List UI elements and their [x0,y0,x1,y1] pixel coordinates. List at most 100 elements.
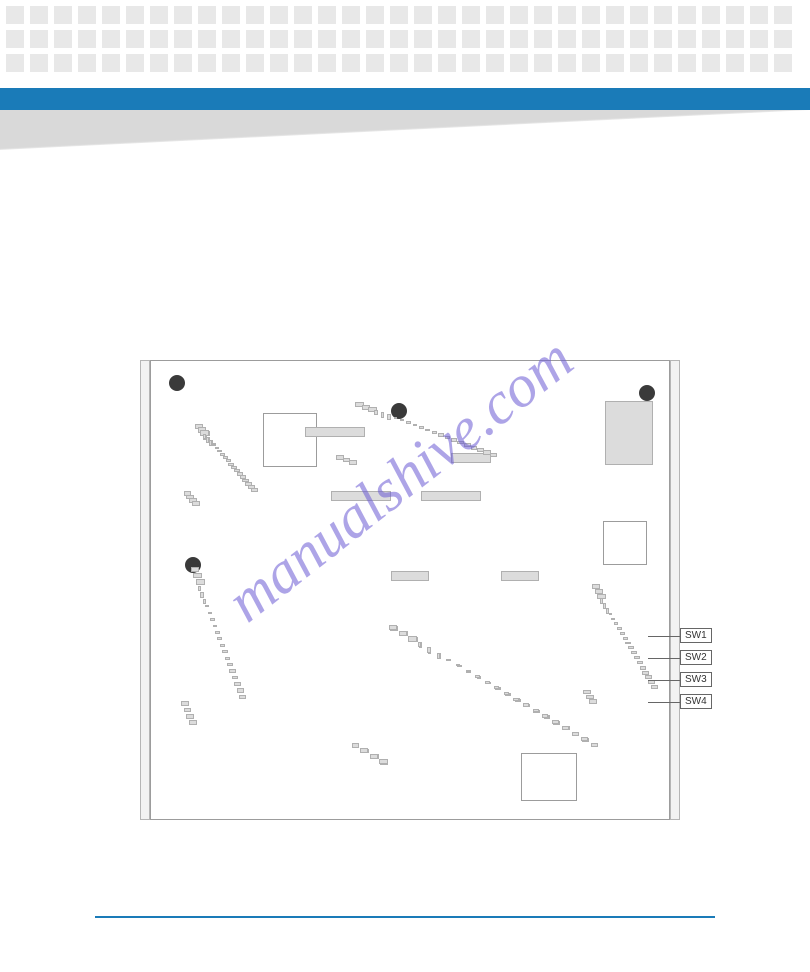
chip [521,753,577,801]
smd-pad [374,410,377,416]
header-dot [750,30,768,48]
smd-pad [620,632,625,635]
header-dot [78,30,96,48]
header-dot [102,30,120,48]
header-dot [6,54,24,72]
header-dot [126,30,144,48]
smd-pad [389,625,397,630]
callout-line [648,636,680,637]
smd-pad [645,675,652,679]
smd-pad [213,625,218,628]
header-dot [774,54,792,72]
smd-pad [418,642,421,648]
header-dot [174,30,192,48]
smd-pad [217,450,221,452]
smd-pad [220,453,225,456]
header-dot [414,6,432,24]
smd-pad [642,671,649,675]
smd-pad [217,637,222,640]
header-dot [750,54,768,72]
smd-pad [504,692,509,695]
header-dot [318,6,336,24]
header-dot [702,6,720,24]
switch-label: SW1 [680,628,712,643]
smd-pad [394,417,398,419]
smd-pad [196,579,205,584]
header-dot [750,6,768,24]
header-dot [54,54,72,72]
header-dot [270,54,288,72]
header-dot [54,6,72,24]
smd-pad [419,426,424,429]
header-dot [222,30,240,48]
smd-pad [490,453,497,457]
smd-pad [451,438,457,441]
smd-pad [581,737,588,741]
header-dot [654,6,672,24]
smd-pad [609,613,613,615]
header-dot [390,6,408,24]
smd-pad [399,631,408,636]
mount-hole [169,375,185,391]
smd-pad [427,647,430,653]
header-dot [702,54,720,72]
header-dot [678,6,696,24]
header-dot [150,30,168,48]
header-dot [414,30,432,48]
smd-pad [192,501,200,506]
header-dot [462,54,480,72]
header-dot [438,30,456,48]
smd-pad [475,675,480,678]
smd-pad [189,720,197,725]
header-dot [54,30,72,48]
switch-label: SW2 [680,650,712,665]
dot-row [0,6,810,24]
header-dot [30,54,48,72]
smd-pad [485,681,490,684]
header-dot [198,30,216,48]
header-dot [294,30,312,48]
smd-pad [220,644,225,647]
smd-pad [400,419,404,421]
header-dot [150,54,168,72]
smd-pad [222,650,228,653]
header-dot [582,54,600,72]
header-dot [486,30,504,48]
smd-pad [387,414,391,420]
smd-pad [379,759,387,764]
header-dot [414,54,432,72]
smd-pad [225,657,231,660]
smd-pad [212,443,216,445]
header-dot [318,54,336,72]
smd-pad [494,686,499,689]
smd-pad [208,612,212,614]
header-dot [366,54,384,72]
header-dot [726,6,744,24]
header-dot [606,54,624,72]
smd-pad [631,651,637,654]
smd-pad [591,743,598,747]
smd-pad [466,670,470,672]
header-dot [774,6,792,24]
smd-pad [523,703,529,706]
smd-pad [562,726,569,730]
smd-pad [432,431,437,434]
smd-pad [617,627,622,630]
smd-pad [229,669,235,673]
smd-pad [457,441,463,445]
header-dot [582,6,600,24]
header-dot [510,6,528,24]
smd-pad [215,447,219,449]
header-dot [534,30,552,48]
header-dot [438,54,456,72]
header-dot [390,54,408,72]
connector [305,427,365,437]
smd-pad [215,631,220,634]
dot-row [0,54,810,72]
header-dot [30,6,48,24]
header-dot [222,54,240,72]
header-dot [102,54,120,72]
smd-pad [408,636,417,641]
switch-label: SW3 [680,672,712,687]
header-dot [510,54,528,72]
